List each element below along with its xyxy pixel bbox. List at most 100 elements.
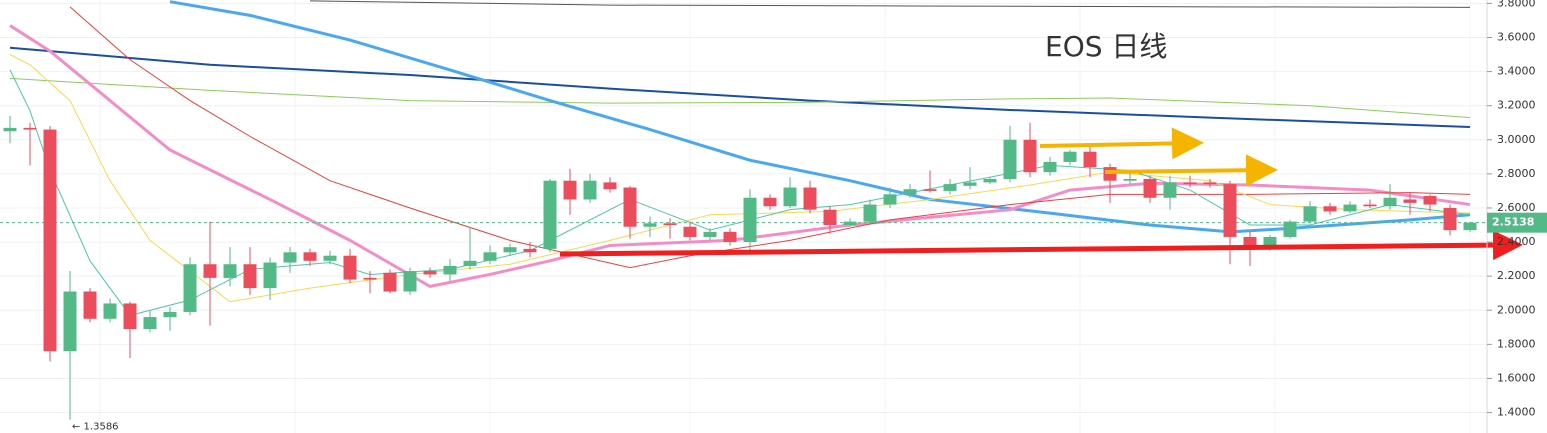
y-tick-label: 2.2000 bbox=[1497, 269, 1536, 282]
chart-title: EOS 日线 bbox=[1045, 30, 1167, 63]
candle-body bbox=[3, 127, 17, 132]
candle-body bbox=[1363, 204, 1377, 207]
candle-body bbox=[1383, 197, 1397, 207]
candle-body bbox=[563, 180, 577, 200]
candle-body bbox=[383, 272, 397, 292]
candle-body bbox=[43, 129, 57, 352]
candle-body bbox=[683, 226, 697, 237]
candle-body bbox=[743, 197, 757, 243]
y-tick-label: 1.8000 bbox=[1497, 337, 1536, 350]
low-annotation: ← 1.3586 bbox=[72, 422, 119, 433]
candle-body bbox=[103, 303, 117, 319]
candle-body bbox=[1083, 151, 1097, 168]
candle-body bbox=[163, 311, 177, 318]
candle-body bbox=[1183, 182, 1197, 185]
candle-body bbox=[1403, 199, 1417, 203]
annotation-arrows bbox=[559, 127, 1523, 261]
candle-body bbox=[1163, 182, 1177, 198]
candle-body bbox=[83, 291, 97, 319]
candle-body bbox=[223, 264, 237, 278]
candle-body bbox=[443, 265, 457, 275]
moving-average-line bbox=[169, 0, 1471, 234]
y-tick-label: 3.8000 bbox=[1497, 0, 1536, 9]
y-tick-label: 1.4000 bbox=[1497, 406, 1536, 419]
candle-body bbox=[283, 252, 297, 263]
candle-body bbox=[723, 231, 737, 243]
candle-body bbox=[1203, 182, 1217, 185]
candle-body bbox=[263, 262, 277, 289]
candle-body bbox=[363, 277, 377, 280]
candle-body bbox=[183, 264, 197, 312]
y-tick-label: 2.6000 bbox=[1497, 201, 1536, 214]
y-tick-label: 2.4000 bbox=[1497, 235, 1536, 248]
candle-body bbox=[643, 223, 657, 227]
candle-body bbox=[243, 264, 257, 289]
candle-body bbox=[883, 194, 897, 205]
price-label: 2.5138 bbox=[1492, 216, 1534, 229]
price-label-box bbox=[1487, 212, 1547, 233]
y-tick-label: 3.0000 bbox=[1497, 133, 1536, 146]
candle-body bbox=[523, 248, 537, 253]
candle-body bbox=[783, 187, 797, 207]
y-tick-label: 3.2000 bbox=[1497, 99, 1536, 112]
candle-body bbox=[1443, 207, 1457, 231]
y-axis: 1.4000 1.6000 1.8000 2.0000 2.2000 2.4000 2.60… bbox=[1487, 0, 1547, 419]
y-tick-label: 3.6000 bbox=[1497, 31, 1536, 44]
candle-body bbox=[1323, 206, 1337, 212]
candle-body bbox=[1283, 221, 1297, 237]
moving-average-line bbox=[9, 69, 1471, 316]
y-tick-label: 1.6000 bbox=[1497, 371, 1536, 384]
candle-body bbox=[1343, 204, 1357, 212]
candle-body bbox=[1143, 178, 1157, 198]
candle-body bbox=[963, 182, 977, 186]
candle-body bbox=[1423, 196, 1437, 205]
candle-body bbox=[303, 252, 317, 261]
candle-body bbox=[623, 187, 637, 227]
moving-average-line bbox=[309, 0, 1471, 8]
candle-body bbox=[203, 264, 217, 278]
candle-body bbox=[1243, 236, 1257, 248]
candle-body bbox=[123, 303, 137, 330]
candle-body bbox=[703, 231, 717, 237]
candle-body bbox=[1063, 151, 1077, 162]
candle-body bbox=[1223, 184, 1237, 237]
candle-body bbox=[663, 223, 677, 226]
moving-average-line bbox=[9, 46, 1471, 129]
candle-body bbox=[1003, 139, 1017, 179]
candle-body bbox=[983, 178, 997, 183]
candle-body bbox=[543, 180, 557, 249]
candle-body bbox=[143, 317, 157, 330]
candle-body bbox=[503, 247, 517, 253]
moving-average-line bbox=[69, 6, 1471, 269]
plot-area bbox=[0, 0, 1487, 420]
candle-body bbox=[463, 260, 477, 266]
candle-body bbox=[1123, 178, 1137, 181]
candle-body bbox=[603, 182, 617, 190]
y-tick-label: 3.4000 bbox=[1497, 65, 1536, 78]
candle-body bbox=[1043, 161, 1057, 173]
candle-body bbox=[943, 184, 957, 191]
candle-body bbox=[343, 255, 357, 280]
candle-body bbox=[483, 252, 497, 261]
candle-body bbox=[423, 271, 437, 275]
candle-body bbox=[763, 197, 777, 207]
candle-body bbox=[1263, 236, 1277, 246]
candle-body bbox=[403, 271, 417, 292]
candle-body bbox=[803, 187, 817, 210]
y-tick-label: 2.8000 bbox=[1497, 167, 1536, 180]
arrow bbox=[1104, 154, 1278, 187]
candle-body bbox=[903, 189, 917, 195]
candle-body bbox=[23, 127, 37, 130]
arrow bbox=[559, 230, 1523, 261]
candle-body bbox=[843, 221, 857, 226]
candle-body bbox=[863, 204, 877, 222]
candle-body bbox=[323, 255, 337, 261]
arrow bbox=[1039, 127, 1204, 160]
candle-body bbox=[1463, 222, 1477, 231]
candle-body bbox=[1303, 206, 1317, 222]
candle-body bbox=[823, 209, 837, 226]
candle-body bbox=[923, 189, 937, 191]
candle-body bbox=[583, 180, 597, 200]
y-tick-label: 2.0000 bbox=[1497, 303, 1536, 316]
moving-average-line bbox=[9, 77, 1471, 119]
